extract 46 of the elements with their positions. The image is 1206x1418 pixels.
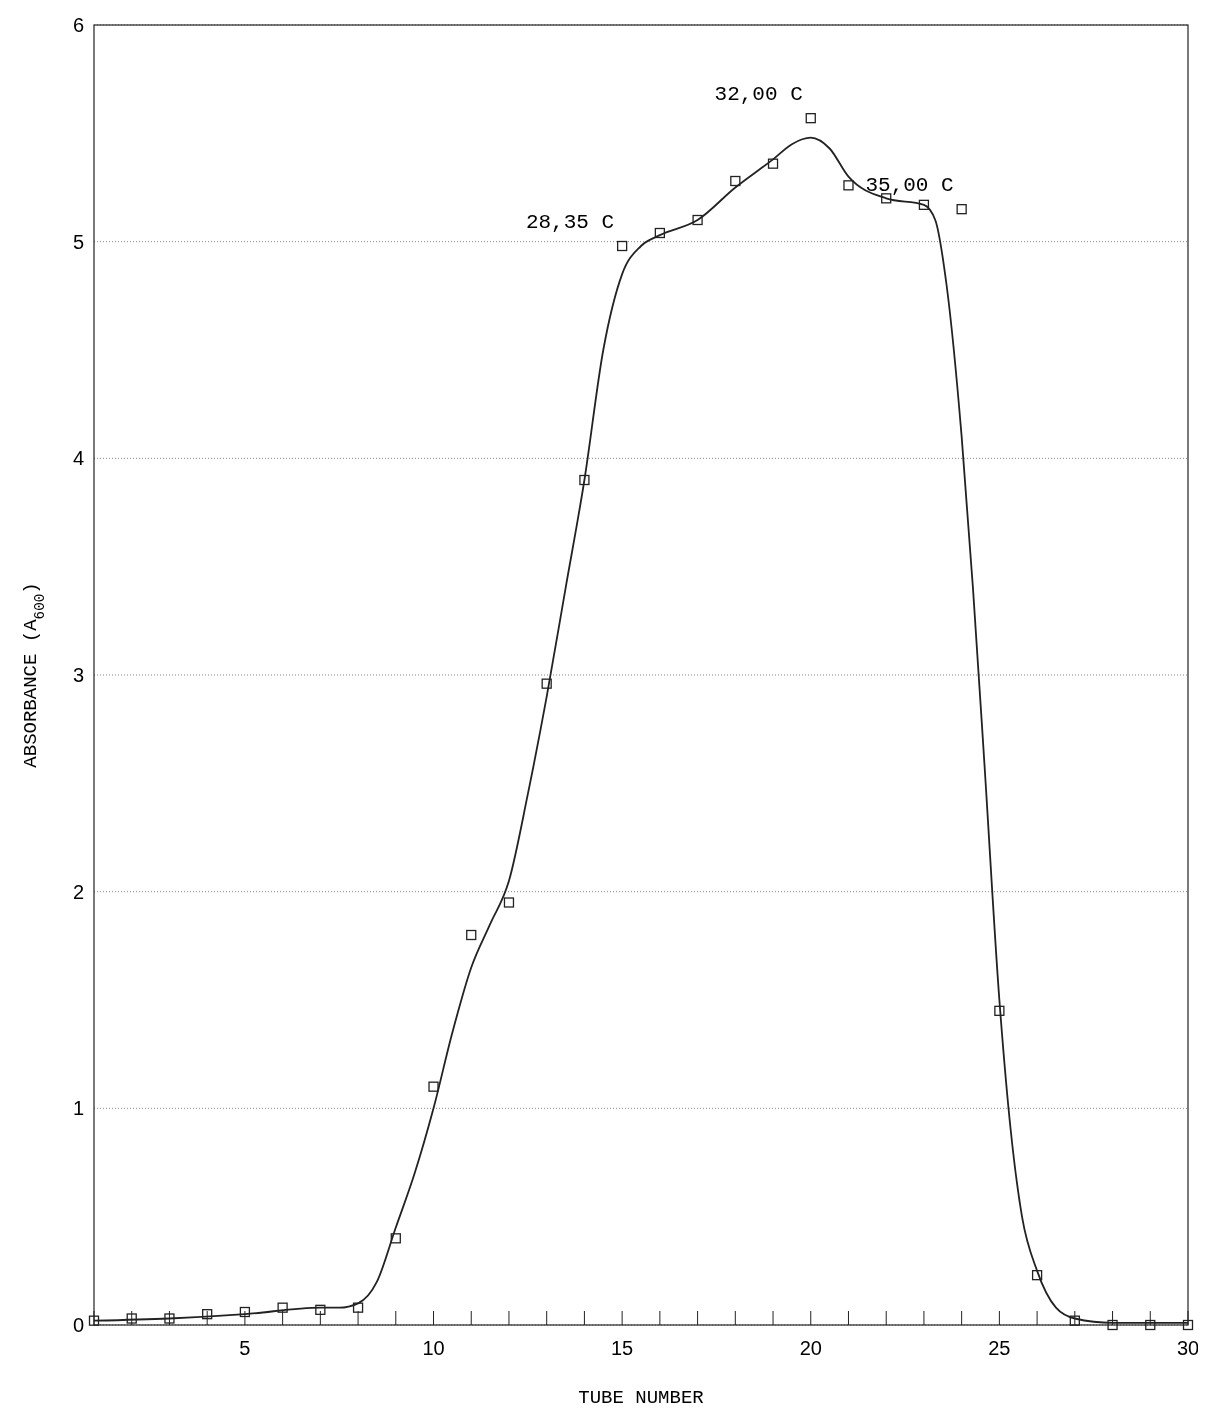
point <box>918 199 930 210</box>
point <box>541 678 552 689</box>
point <box>579 474 590 486</box>
point <box>390 1233 401 1244</box>
point <box>88 1315 100 1326</box>
point <box>315 1304 326 1315</box>
y-tick-label: 1 <box>72 1097 84 1120</box>
y-tick-label: 3 <box>72 664 84 686</box>
point <box>503 897 515 908</box>
point <box>1031 1270 1043 1281</box>
y-tick-label: 2 <box>72 880 84 903</box>
x-tick-label: 30 <box>1176 1337 1200 1359</box>
y-tick-label: 5 <box>72 230 84 253</box>
point <box>428 1081 439 1092</box>
x-axis-title: TUBE NUMBER <box>578 1387 704 1409</box>
point <box>466 929 477 941</box>
x-tick-label: 15 <box>611 1337 634 1359</box>
point <box>164 1313 175 1324</box>
point <box>730 175 741 187</box>
point <box>202 1309 213 1320</box>
point <box>1182 1319 1194 1331</box>
annotation: 35,00 C <box>865 174 954 198</box>
x-tick-label: 20 <box>799 1337 822 1359</box>
point <box>843 180 854 191</box>
point <box>352 1302 364 1313</box>
point <box>239 1306 251 1318</box>
point <box>616 240 628 252</box>
y-tick-label: 0 <box>72 1314 84 1336</box>
point <box>1107 1319 1118 1331</box>
point <box>277 1302 288 1313</box>
y-tick-label: 6 <box>72 14 84 36</box>
annotation: 32,00 C <box>714 83 803 107</box>
point <box>692 214 703 226</box>
point <box>805 113 816 124</box>
x-tick-label: 10 <box>422 1337 445 1359</box>
y-tick-label: 4 <box>72 447 84 470</box>
x-tick-label: 5 <box>239 1337 251 1359</box>
point <box>126 1313 137 1324</box>
point <box>1145 1319 1156 1331</box>
point <box>994 1005 1005 1016</box>
point <box>956 204 967 215</box>
point <box>654 227 666 239</box>
point <box>1069 1315 1080 1326</box>
x-tick-label: 25 <box>988 1337 1011 1359</box>
annotation: 28,35 C <box>525 211 615 234</box>
point <box>767 158 779 169</box>
